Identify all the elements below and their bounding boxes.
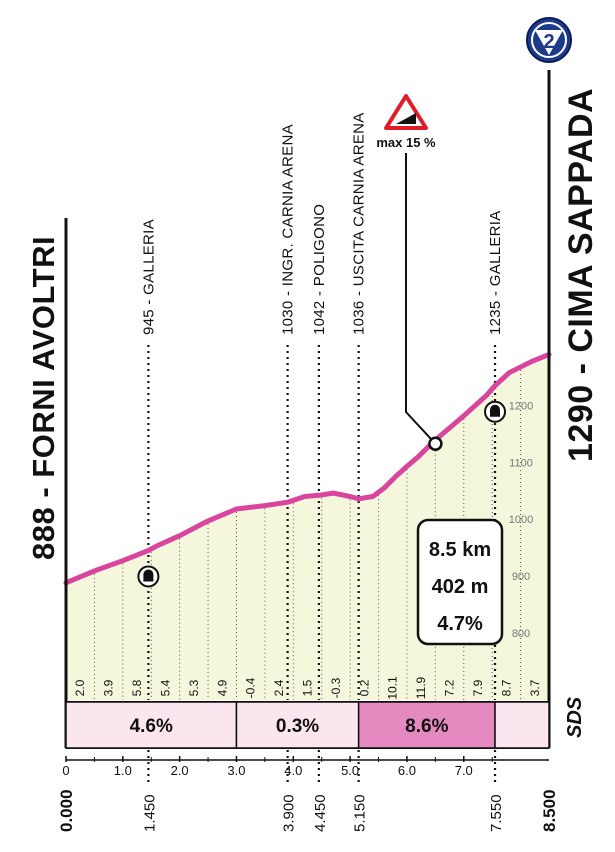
summary-distance: 8.5 km xyxy=(429,539,491,561)
waypoint-distance-label: 3.900 xyxy=(281,794,298,832)
tunnel-icon xyxy=(137,565,160,588)
km-gradient-label: 7.2 xyxy=(443,679,457,696)
km-gradient-label: -0.3 xyxy=(329,677,343,698)
km-gradient-label: 11.9 xyxy=(414,676,428,699)
gradient-segment-label: 4.6% xyxy=(130,716,173,737)
waypoint-label: 945 - GALLERIA xyxy=(140,219,157,335)
summary-box: 8.5 km 402 m 4.7% xyxy=(416,518,504,646)
elevation-tick-label: 1000 xyxy=(509,514,533,526)
km-gradient-label: 5.4 xyxy=(158,679,172,696)
waypoint-distance-label: 4.450 xyxy=(312,794,329,832)
tunnel-icon-arch xyxy=(143,569,154,582)
km-gradient-label: 5.3 xyxy=(187,679,201,696)
max-gradient-leader xyxy=(405,153,437,445)
distance-tick-label: 2.0 xyxy=(171,763,189,778)
distance-axis: 0 1.0 2.0 3.0 4.0 5.0 6.0 7.0 0.000 1.450 3.900 4.4… xyxy=(57,750,559,832)
stage-badge-triangle-icon xyxy=(535,30,563,55)
km-gradient-label: 3.9 xyxy=(102,679,116,696)
summary-climb: 402 m xyxy=(432,576,489,598)
waypoint-label: 1235 - GALLERIA xyxy=(487,210,504,335)
km-gradient-label: 4.9 xyxy=(215,679,229,696)
distance-tick-label: 6.0 xyxy=(398,763,416,778)
gradient-segment-label: 8.6% xyxy=(405,716,448,737)
tunnel-icon-arch xyxy=(490,404,501,417)
max-gradient-label: max 15 % xyxy=(376,135,436,150)
distance-tick-label: 4.0 xyxy=(284,763,302,778)
km-gradient-label: 8.7 xyxy=(499,679,513,696)
start-name: 888 - FORNI AVOLTRI xyxy=(26,236,61,560)
distance-tick-label: 1.0 xyxy=(114,763,132,778)
gradient-segment xyxy=(65,701,238,749)
organizer-logo: SDS xyxy=(564,696,586,738)
km-gradient-label: 5.8 xyxy=(130,679,144,696)
distance-tick-label: 7.0 xyxy=(455,763,473,778)
distance-tick-label: 0 xyxy=(62,763,69,778)
gradient-segment xyxy=(357,701,496,749)
waypoint-label: 1036 - USCITA CARNIA ARENA xyxy=(351,112,368,335)
km-gradient-label: 2.4 xyxy=(272,679,286,696)
stage-number: 2 xyxy=(543,31,554,53)
elevation-tick-label: 900 xyxy=(512,571,530,583)
km-gradient-label: 1.5 xyxy=(301,679,315,696)
km-gradient-label: -0.4 xyxy=(244,677,258,698)
km-gradient-label: 7.9 xyxy=(471,679,485,696)
waypoint-distance-label: 8.500 xyxy=(540,789,559,832)
gradient-segment-label: 0.3% xyxy=(276,716,319,737)
label-layer: 945 - GALLERIA 1030 - INGR. CARNIA ARENA 1… xyxy=(137,112,507,588)
max-gradient-point xyxy=(428,436,443,451)
finish-name: 1290 - CIMA SAPPADA xyxy=(562,88,600,462)
waypoint-label: 1042 - POLIGONO xyxy=(311,204,328,335)
elevation-tick-label: 800 xyxy=(512,628,530,640)
waypoint-distance-label: 7.550 xyxy=(488,794,505,832)
gradient-segment-bar: 4.6% 0.3% 8.6% xyxy=(65,701,550,749)
profile-line-layer xyxy=(63,352,552,586)
profile-line xyxy=(63,352,552,586)
waypoint-distance-label: 0.000 xyxy=(57,789,76,832)
waypoint-distance-label: 5.150 xyxy=(352,794,369,832)
waypoint-label: 1030 - INGR. CARNIA ARENA xyxy=(280,124,297,335)
summary-gradient: 4.7% xyxy=(437,613,483,635)
tunnel-icon xyxy=(484,400,507,423)
distance-tick-label: 3.0 xyxy=(227,763,245,778)
distance-tick-label: 5.0 xyxy=(341,763,359,778)
km-gradient-label: 2.0 xyxy=(73,679,87,696)
stage-badge: 2 xyxy=(526,17,572,63)
km-gradient-label: 3.7 xyxy=(528,679,542,696)
gradient-segment xyxy=(494,701,550,749)
elevation-tick-label: 1100 xyxy=(509,457,533,469)
km-gradient-label: 0.2 xyxy=(357,679,371,696)
km-gradient-label: 10.1 xyxy=(386,676,400,700)
profile-grid-layer: 2.0 3.9 5.8 5.4 5.3 4.9 -0.4 2.4 1.5 -0.3 0.2 10.1 1… xyxy=(73,369,542,700)
elevation-tick-label: 1200 xyxy=(509,401,533,413)
waypoint-distance-label: 1.450 xyxy=(141,794,158,832)
max-gradient-marker: max 15 % xyxy=(376,94,443,451)
